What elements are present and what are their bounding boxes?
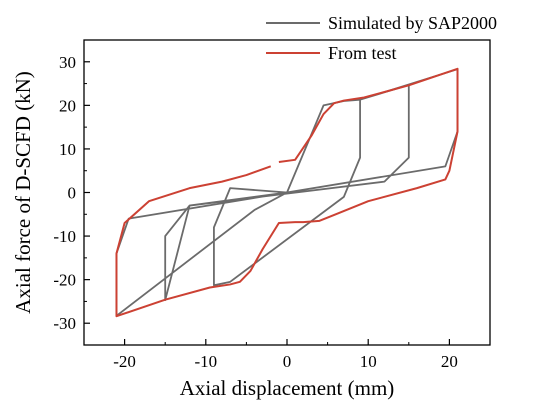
y-tick-label: -30 <box>53 314 76 333</box>
y-tick-label: 0 <box>68 184 77 203</box>
x-axis-title: Axial displacement (mm) <box>180 376 395 400</box>
legend-label: Simulated by SAP2000 <box>328 13 497 33</box>
y-ticks: -30 -20 -10 0 10 20 30 <box>53 39 90 346</box>
x-tick-label: 10 <box>360 352 377 371</box>
y-tick-label: 20 <box>59 96 76 115</box>
y-tick-label: -20 <box>53 271 76 290</box>
legend: Simulated by SAP2000 From test <box>266 13 497 63</box>
x-tick-label: -10 <box>194 352 217 371</box>
legend-label: From test <box>328 43 397 63</box>
y-tick-label: 30 <box>59 53 76 72</box>
x-tick-label: 0 <box>283 352 292 371</box>
x-tick-label: 20 <box>441 352 458 371</box>
y-tick-label: 10 <box>59 140 76 159</box>
y-axis-title: Axial force of D-SCFD (kN) <box>11 71 35 314</box>
x-tick-label: -20 <box>113 352 136 371</box>
series-line-test <box>115 67 459 318</box>
series-layer <box>115 67 459 318</box>
y-tick-label: -10 <box>53 227 76 246</box>
x-ticks: -20 -10 0 10 20 <box>83 339 491 371</box>
series-line-simulated <box>115 68 459 317</box>
